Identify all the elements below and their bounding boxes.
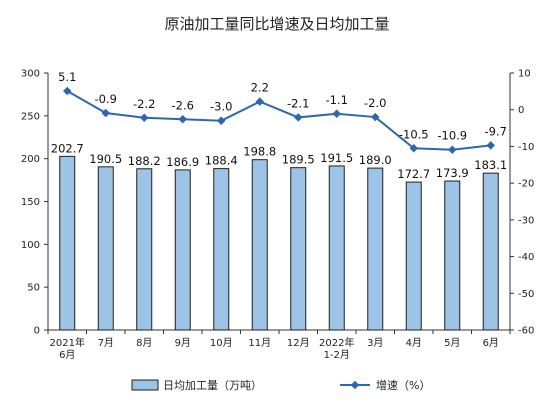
x-tick-label: 2022年 1-2月 [319,336,354,361]
bar-value-label: 198.8 [243,145,276,159]
line-value-label: -2.2 [133,97,155,111]
line-point [409,144,418,153]
line-value-label: 2.2 [251,81,269,95]
line-point [332,109,341,118]
x-tick-label: 2021年 6月 [50,336,85,361]
line-value-label: -3.0 [210,100,232,114]
line-point [101,108,110,118]
bar-value-label: 183.1 [474,158,507,172]
bar-value-label: 191.5 [320,151,353,165]
x-tick-label: 8月 [136,337,152,349]
bar [251,159,268,331]
line-series [63,86,495,154]
line-point [63,86,72,96]
y-right-tick-label: -40 [518,252,534,263]
line-value-label: -10.9 [437,129,467,143]
line-value-label: -0.9 [95,92,117,106]
x-tick-label: 10月 [210,337,233,349]
legend-line-marker [350,380,360,390]
line-point [486,141,495,150]
line-point [255,97,264,106]
y-right-tick-label: 10 [518,69,531,80]
y-right-tick-label: -60 [518,326,534,337]
y-left-tick-label: 0 [34,326,40,337]
x-tick-label: 3月 [367,337,383,349]
line-value-label: -2.1 [287,96,309,110]
bar [213,168,230,331]
bar-value-label: 190.5 [89,152,122,166]
line-value-label: -2.0 [364,96,386,110]
x-tick-label: 11月 [248,337,271,349]
growth-line [66,90,491,151]
bar [328,165,345,331]
bar [174,169,191,331]
y-right-tick-label: -10 [518,142,534,153]
y-left-tick-label: 150 [21,197,40,208]
line-point [178,115,187,124]
y-right-tick-label: -50 [518,289,534,300]
bar-value-label: 189.5 [282,153,315,167]
legend-bar-label: 日均加工量（万吨） [163,379,262,392]
y-left-tick-label: 50 [27,283,40,294]
bar [97,166,114,331]
legend: 日均加工量（万吨） 增速（%） [131,378,430,392]
y-left-tick-label: 300 [21,69,40,80]
y-right-tick-label: 0 [518,105,524,116]
bar-value-label: 202.7 [51,141,84,155]
line-point [140,113,149,123]
bar-value-label: 173.9 [436,166,469,180]
bar-value-label: 172.7 [397,167,430,181]
bar-value-label: 188.4 [205,154,238,168]
x-tick-label: 5月 [444,337,460,349]
line-point [217,116,226,125]
x-tick-label: 6月 [483,337,499,349]
bar-value-label: 188.2 [128,154,161,168]
line-value-label: 5.1 [58,70,76,84]
line-value-label: -2.6 [172,98,194,112]
line-value-label: -1.1 [326,93,348,107]
x-tick-label: 4月 [406,337,422,349]
x-tick-label: 12月 [287,337,310,349]
bar-value-label: 189.0 [359,153,392,167]
data-labels: 202.7 190.5 188.2 186.9 188.4 198.8 189.5 191.5… [51,70,507,181]
line-point [294,113,303,122]
bar [482,172,499,331]
y-left-tick-label: 200 [21,154,40,165]
legend-line-label: 增速（%） [376,378,430,392]
bars [59,155,499,331]
y-right-tick-label: -20 [518,179,534,190]
line-value-label: -10.5 [399,127,429,141]
bar [405,181,422,331]
legend-bar-swatch [131,379,159,391]
x-tick-label: 7月 [98,337,114,349]
y-left-tick-label: 100 [21,240,40,251]
bar [367,167,384,331]
bar-value-label: 186.9 [166,155,199,169]
x-tick-label: 9月 [175,337,191,349]
y-right-tick-label: -30 [518,215,534,226]
bar [59,155,76,331]
chart-title: 原油加工量同比增速及日均加工量 [164,15,389,33]
bar [136,168,153,331]
line-point [371,112,380,122]
line-point [448,145,457,154]
bar [444,180,461,331]
bar [290,167,307,331]
axes: 0 50 100 150 200 250 300 -60 -50 -40 -30 -20 -10 0 10 2… [21,69,534,362]
y-left-tick-label: 250 [21,111,40,122]
line-value-label: -9.7 [485,124,507,138]
